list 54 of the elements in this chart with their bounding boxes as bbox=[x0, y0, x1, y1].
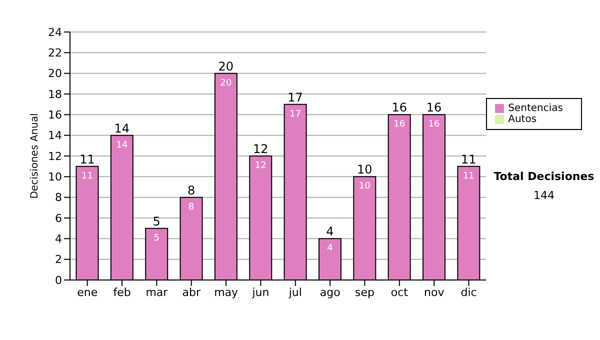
x-tick-label: ene bbox=[77, 286, 98, 299]
y-tick-label: 0 bbox=[55, 274, 62, 287]
total-label: 8 bbox=[187, 183, 196, 198]
data-label: 11 bbox=[82, 171, 93, 182]
y-tick-label: 12 bbox=[48, 150, 62, 163]
total-label: 4 bbox=[326, 224, 334, 239]
data-label: 14 bbox=[116, 140, 128, 150]
text: 144 bbox=[532, 189, 556, 202]
y-tick-label: 14 bbox=[48, 129, 62, 142]
total-label: 11 bbox=[461, 152, 476, 166]
x-tick-label: feb bbox=[113, 286, 131, 299]
y-tick-label: 20 bbox=[48, 67, 62, 80]
x-tick-label: may bbox=[214, 286, 239, 299]
x-tick-label: nov bbox=[424, 286, 445, 299]
y-tick-label: 24 bbox=[48, 26, 62, 39]
legend-label: Autos bbox=[508, 114, 537, 125]
x-tick-label: abr bbox=[182, 286, 201, 299]
data-label: 17 bbox=[290, 109, 302, 120]
data-label: 16 bbox=[394, 120, 406, 130]
x-tick-label: ago bbox=[320, 286, 341, 299]
total-label: 11 bbox=[80, 152, 95, 166]
data-label: 20 bbox=[220, 78, 232, 88]
y-tick-label: 16 bbox=[48, 108, 62, 122]
total-label: 16 bbox=[392, 100, 407, 115]
legend-label: Sentencias bbox=[508, 103, 563, 114]
data-label: 8 bbox=[188, 202, 194, 212]
y-tick-label: 6 bbox=[55, 212, 62, 225]
y-tick-label: 4 bbox=[55, 232, 62, 246]
total-label: 16 bbox=[426, 100, 442, 115]
total-label: 5 bbox=[152, 214, 160, 228]
data-label: 16 bbox=[428, 120, 440, 130]
data-label: 10 bbox=[358, 182, 371, 192]
y-tick-label: 10 bbox=[48, 170, 62, 184]
data-label: 11 bbox=[462, 171, 474, 182]
y-tick-label: 18 bbox=[48, 88, 62, 101]
y-axis-title: Decisiones Anual bbox=[30, 113, 41, 199]
data-label: 5 bbox=[154, 233, 160, 244]
y-tick-label: 8 bbox=[55, 191, 62, 204]
data-label: 4 bbox=[327, 244, 334, 254]
data-label: 12 bbox=[254, 161, 266, 171]
total-label: 17 bbox=[288, 90, 303, 104]
total-label: 14 bbox=[114, 121, 130, 136]
x-tick-label: mar bbox=[146, 286, 168, 299]
y-tick-label: 22 bbox=[48, 46, 62, 60]
total-label: 12 bbox=[252, 142, 268, 156]
x-tick-label: sep bbox=[355, 286, 375, 299]
x-tick-label: jun bbox=[251, 286, 270, 299]
total-label: 10 bbox=[357, 162, 372, 177]
total-label: 20 bbox=[218, 59, 234, 74]
x-tick-label: dic bbox=[460, 286, 477, 299]
x-tick-label: jul bbox=[288, 286, 302, 299]
y-tick-label: 2 bbox=[55, 253, 62, 266]
text: Total Decisiones bbox=[492, 170, 596, 183]
x-tick-label: oct bbox=[390, 286, 409, 299]
